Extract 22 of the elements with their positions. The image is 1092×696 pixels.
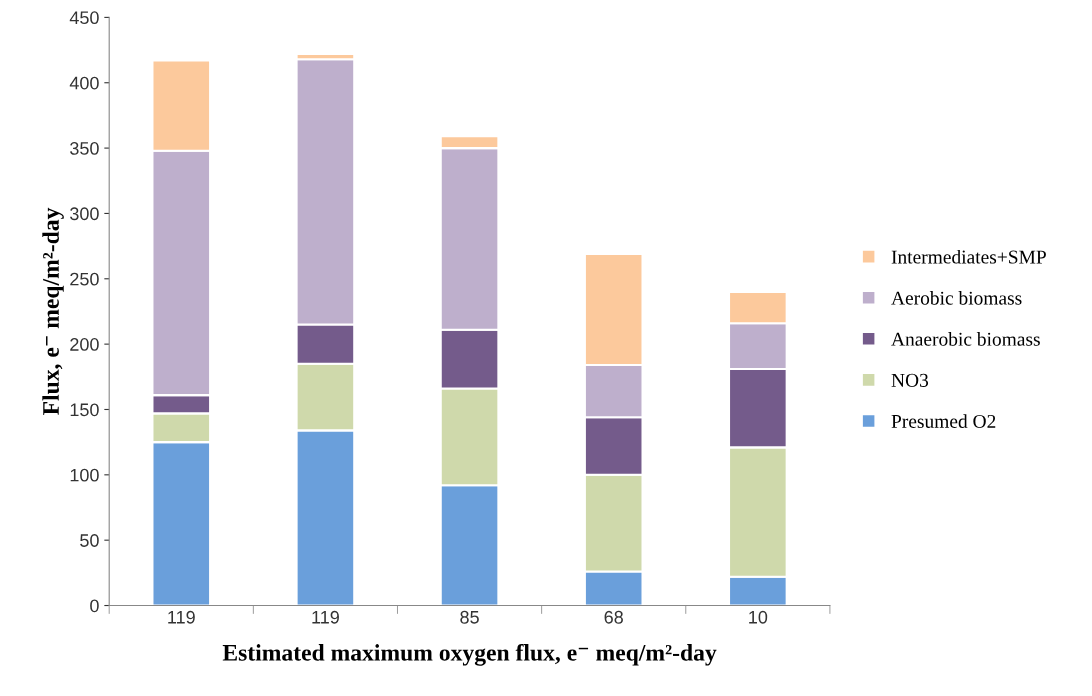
legend-label: Intermediates+SMP (891, 249, 1046, 264)
y-tick-label: 150 (70, 403, 99, 417)
x-axis-title: Estimated maximum oxygen flux, e⁻ meq/m²-day (222, 643, 717, 666)
y-tick-label: 50 (80, 534, 99, 547)
y-tick-label: 350 (70, 142, 99, 155)
y-tick-label: 100 (70, 468, 99, 482)
y-tick-label: 250 (70, 272, 99, 286)
y-tick-label: 0 (90, 599, 99, 613)
y-tick-label: 450 (69, 11, 99, 25)
y-axis-title: Flux, e⁻ meq/m²-day (42, 207, 64, 415)
x-tick-label: 68 (604, 610, 623, 624)
y-tick-label: 200 (70, 338, 99, 351)
y-tick-label: 400 (69, 76, 99, 90)
legend-label: Anaerobic biomass (891, 332, 1040, 346)
x-tick-label: 10 (749, 610, 768, 624)
legend-label: NO3 (891, 373, 929, 387)
x-tick-label: 85 (460, 610, 479, 624)
legend-label: Presumed O2 (891, 414, 996, 428)
legend-label: Aerobic biomass (891, 291, 1022, 305)
y-tick-label: 300 (70, 207, 99, 221)
x-tick-label: 119 (312, 610, 339, 624)
x-tick-label: 119 (168, 610, 195, 624)
